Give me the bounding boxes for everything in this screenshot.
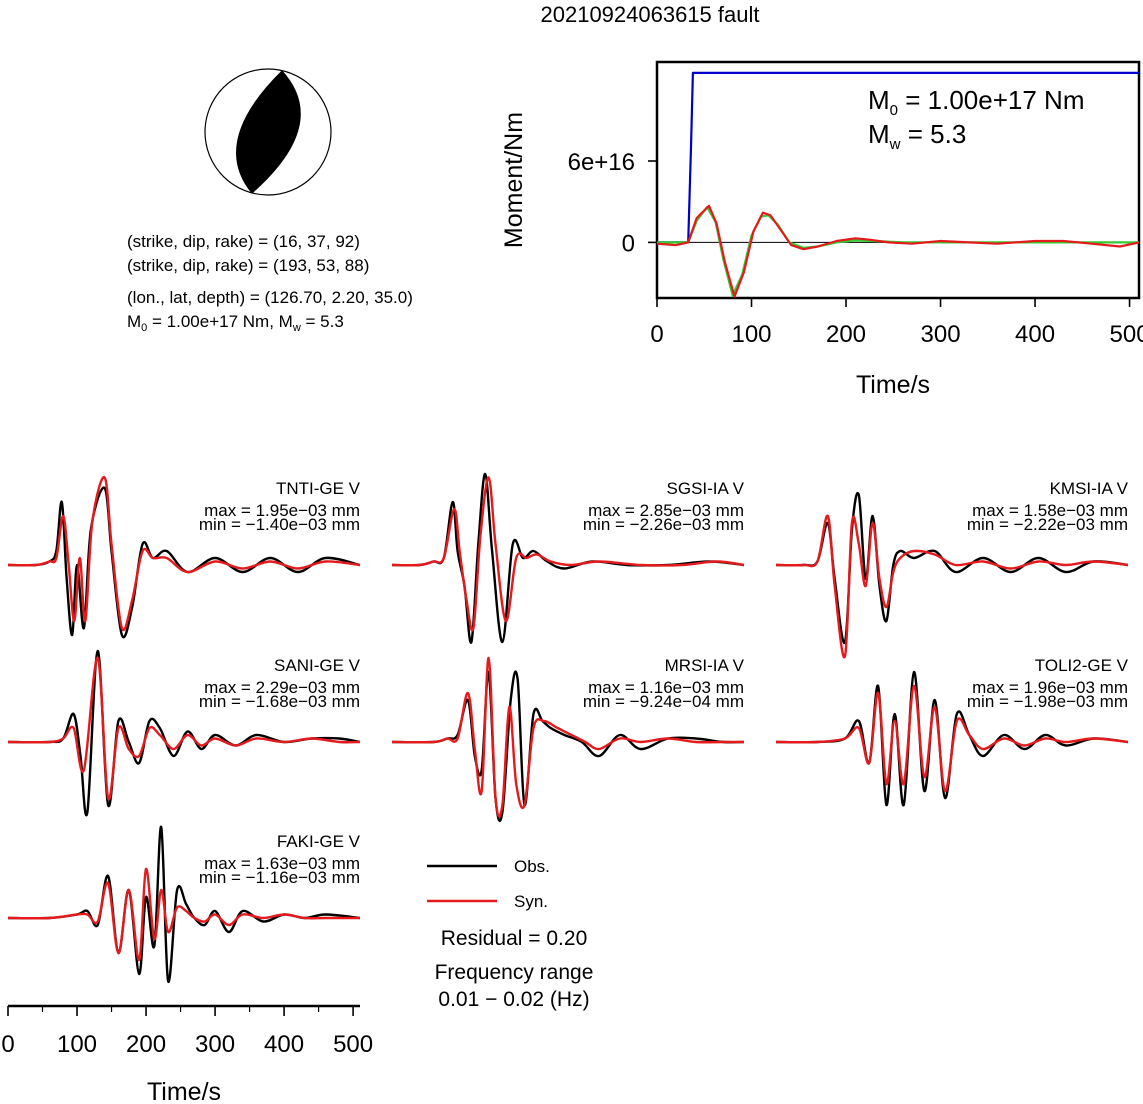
focal-mechanism-beachball xyxy=(204,68,332,196)
observed-waveform xyxy=(7,649,361,817)
synthetic-waveform xyxy=(7,656,361,801)
station-max-amplitude: max = 1.16e−03 mm xyxy=(588,678,744,697)
stf-y-axis-label: Moment/Nm xyxy=(500,112,528,248)
station-max-amplitude: max = 2.85e−03 mm xyxy=(588,501,744,520)
synthetic-waveform xyxy=(391,656,744,818)
station-min-amplitude: min = −1.16e−03 mm xyxy=(199,868,360,887)
station-name: FAKI-GE V xyxy=(277,832,361,851)
station-min-amplitude: min = −2.22e−03 mm xyxy=(967,515,1128,534)
legend-syn-label: Syn. xyxy=(514,892,548,911)
waveform-x-tick-label: 500 xyxy=(333,1031,373,1058)
synthetic-waveform xyxy=(7,867,360,962)
moment-summary: M0 = 1.00e+17 Nm, Mw = 5.3 xyxy=(127,312,344,334)
station-name: SANI-GE V xyxy=(274,656,361,675)
stf-moment-annotation: M0 = 1.00e+17 Nm xyxy=(868,85,1084,119)
moment-rate-plot: 0 100 200 300 400 500 0 6e+16 M0 = 1.00e+17 Nm… xyxy=(500,60,1143,399)
synthetic-waveform xyxy=(775,684,1129,793)
waveform-x-tick-label: 300 xyxy=(195,1031,235,1058)
stf-x-tick-label: 400 xyxy=(1015,321,1055,348)
waveform-x-tick-label: 100 xyxy=(57,1031,97,1058)
stf-magnitude-annotation: Mw = 5.3 xyxy=(868,119,966,153)
station-name: TNTI-GE V xyxy=(276,479,361,498)
stf-rate-red-line xyxy=(656,204,1140,298)
station-name: SGSI-IA V xyxy=(667,479,745,498)
stf-x-axis-label: Time/s xyxy=(856,371,930,399)
stf-y-tick-label: 6e+16 xyxy=(568,149,635,176)
station-max-amplitude: max = 1.58e−03 mm xyxy=(972,501,1128,520)
frequency-range-value: 0.01 − 0.02 (Hz) xyxy=(438,988,589,1011)
nodal-plane-1: (strike, dip, rake) = (16, 37, 92) xyxy=(127,232,360,251)
station-max-amplitude: max = 1.95e−03 mm xyxy=(204,501,360,520)
station-name: TOLI2-GE V xyxy=(1035,656,1129,675)
stf-series xyxy=(656,71,1140,298)
waveform-x-tick-label: 200 xyxy=(126,1031,166,1058)
synthetic-waveform xyxy=(775,514,1129,659)
legend-obs-label: Obs. xyxy=(514,857,550,876)
stf-x-tick-label: 0 xyxy=(650,321,663,348)
waveform-x-axis-label: Time/s xyxy=(147,1078,221,1104)
station-min-amplitude: min = −1.40e−03 mm xyxy=(199,515,360,534)
station-min-amplitude: min = −2.26e−03 mm xyxy=(583,515,744,534)
station-name: KMSI-IA V xyxy=(1050,479,1129,498)
residual-value: Residual = 0.20 xyxy=(441,927,588,950)
station-min-amplitude: min = −1.98e−03 mm xyxy=(967,692,1128,711)
waveform-time-axis: 0 100 200 300 400 500 xyxy=(1,1004,373,1058)
figure-title: 20210924063615 fault xyxy=(541,2,760,27)
stf-x-tick-label: 500 xyxy=(1110,321,1143,348)
station-name: MRSI-IA V xyxy=(665,656,745,675)
station-max-amplitude: max = 2.29e−03 mm xyxy=(204,678,360,697)
legend: Obs. Syn. xyxy=(427,857,550,911)
synthetic-waveform xyxy=(7,476,361,632)
station-min-amplitude: min = −9.24e−04 mm xyxy=(583,692,744,711)
station-max-amplitude: max = 1.63e−03 mm xyxy=(204,854,360,873)
station-min-amplitude: min = −1.68e−03 mm xyxy=(199,692,360,711)
stf-x-tick-label: 300 xyxy=(921,321,961,348)
stf-x-ticks: 0 100 200 300 400 500 xyxy=(650,298,1143,348)
frequency-range-title: Frequency range xyxy=(435,961,594,984)
station-max-amplitude: max = 1.96e−03 mm xyxy=(972,678,1128,697)
stf-x-tick-label: 100 xyxy=(731,321,771,348)
hypocenter-location: (lon., lat, depth) = (126.70, 2.20, 35.0… xyxy=(127,288,413,307)
stf-y-ticks: 0 6e+16 xyxy=(568,149,1139,257)
nodal-plane-2: (strike, dip, rake) = (193, 53, 88) xyxy=(127,256,369,275)
stf-y-tick-label: 0 xyxy=(622,230,635,257)
waveform-x-tick-label: 0 xyxy=(1,1031,14,1058)
waveform-x-tick-label: 400 xyxy=(264,1031,304,1058)
beachball-compression-quadrant xyxy=(236,70,301,194)
stf-x-tick-label: 200 xyxy=(826,321,866,348)
synthetic-waveform xyxy=(391,476,745,632)
stf-plot-frame xyxy=(655,60,1141,300)
